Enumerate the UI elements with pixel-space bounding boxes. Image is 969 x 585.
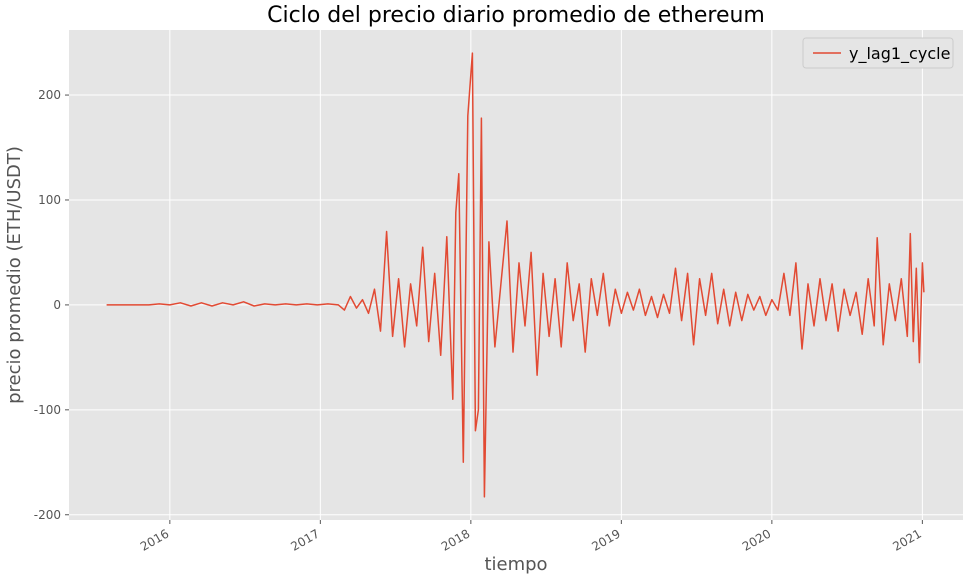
data-line bbox=[106, 52, 925, 498]
y-tick-label: -200 bbox=[34, 508, 61, 522]
y-tick-label: 100 bbox=[38, 193, 61, 207]
x-tick-label: 2016 bbox=[138, 526, 171, 553]
x-tick-label: 2018 bbox=[439, 526, 472, 553]
plot-area bbox=[69, 30, 963, 520]
legend-label: y_lag1_cycle bbox=[849, 44, 950, 64]
x-axis-label: tiempo bbox=[484, 554, 547, 575]
x-tick-label: 2017 bbox=[288, 526, 321, 553]
y-axis-label: precio promedio (ETH/USDT) bbox=[4, 146, 25, 404]
x-tick-label: 2020 bbox=[740, 526, 773, 553]
x-tick-label: 2019 bbox=[589, 526, 622, 553]
y-tick-label: 200 bbox=[38, 88, 61, 102]
legend-box bbox=[802, 37, 954, 69]
y-tick-label: 0 bbox=[53, 298, 61, 312]
y-tick-label: -100 bbox=[34, 403, 61, 417]
chart-title: Ciclo del precio diario promedio de ethe… bbox=[267, 3, 765, 28]
x-tick-label: 2021 bbox=[890, 526, 923, 553]
